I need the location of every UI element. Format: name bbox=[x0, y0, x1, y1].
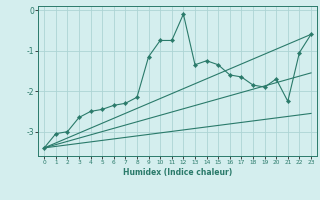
X-axis label: Humidex (Indice chaleur): Humidex (Indice chaleur) bbox=[123, 168, 232, 177]
